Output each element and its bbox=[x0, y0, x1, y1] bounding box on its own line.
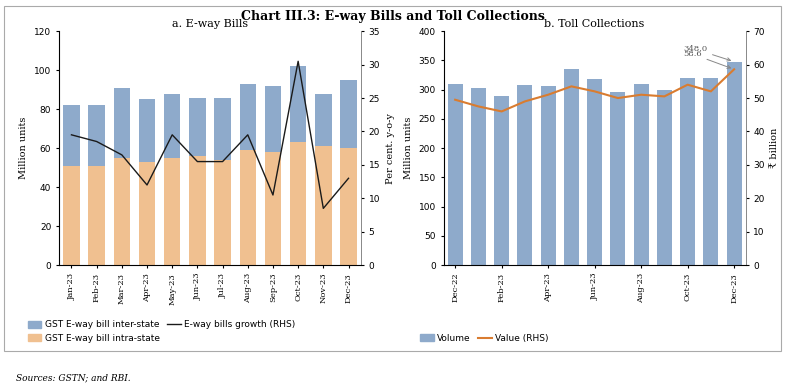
Bar bbox=[64, 166, 79, 265]
Bar bbox=[290, 66, 306, 142]
Bar bbox=[517, 85, 532, 265]
Bar bbox=[64, 105, 79, 166]
Bar bbox=[139, 99, 155, 162]
Bar bbox=[239, 150, 256, 265]
Y-axis label: Million units: Million units bbox=[404, 117, 413, 179]
Text: Sources: GSTN; and RBI.: Sources: GSTN; and RBI. bbox=[16, 373, 130, 382]
Bar bbox=[680, 78, 696, 265]
Text: 58.6: 58.6 bbox=[683, 50, 731, 68]
Bar bbox=[564, 69, 579, 265]
Title: b. Toll Collections: b. Toll Collections bbox=[545, 19, 644, 29]
Legend: Volume, Value (RHS): Volume, Value (RHS) bbox=[417, 330, 553, 346]
Bar bbox=[89, 105, 105, 166]
Bar bbox=[703, 78, 718, 265]
Y-axis label: Million units: Million units bbox=[20, 117, 28, 179]
Bar bbox=[114, 158, 130, 265]
Y-axis label: ₹ billion: ₹ billion bbox=[770, 128, 780, 168]
Bar bbox=[164, 94, 181, 158]
Bar bbox=[633, 84, 648, 265]
Bar bbox=[239, 84, 256, 150]
Y-axis label: Per cent. y-o-y: Per cent. y-o-y bbox=[385, 113, 395, 184]
Text: Chart III.3: E-way Bills and Toll Collections: Chart III.3: E-way Bills and Toll Collec… bbox=[240, 10, 545, 23]
Bar bbox=[214, 98, 231, 160]
Bar bbox=[265, 152, 281, 265]
Bar bbox=[494, 96, 509, 265]
Bar bbox=[447, 84, 462, 265]
Bar bbox=[541, 86, 556, 265]
Bar bbox=[114, 88, 130, 158]
Legend: GST E-way bill inter-state, GST E-way bill intra-state, E-way bills growth (RHS): GST E-way bill inter-state, GST E-way bi… bbox=[24, 317, 299, 346]
Bar bbox=[471, 88, 486, 265]
Bar bbox=[139, 162, 155, 265]
Bar bbox=[189, 156, 206, 265]
Bar bbox=[290, 142, 306, 265]
Title: a. E-way Bills: a. E-way Bills bbox=[172, 19, 248, 29]
Text: 348.0: 348.0 bbox=[683, 45, 731, 61]
Bar bbox=[89, 166, 105, 265]
Bar bbox=[657, 90, 672, 265]
Bar bbox=[341, 148, 356, 265]
Bar bbox=[315, 94, 331, 146]
Bar bbox=[341, 80, 356, 148]
Bar bbox=[189, 98, 206, 156]
Bar bbox=[610, 92, 626, 265]
Bar bbox=[587, 79, 602, 265]
Bar bbox=[214, 160, 231, 265]
Bar bbox=[164, 158, 181, 265]
Bar bbox=[265, 86, 281, 152]
Bar bbox=[727, 62, 742, 265]
Bar bbox=[315, 146, 331, 265]
